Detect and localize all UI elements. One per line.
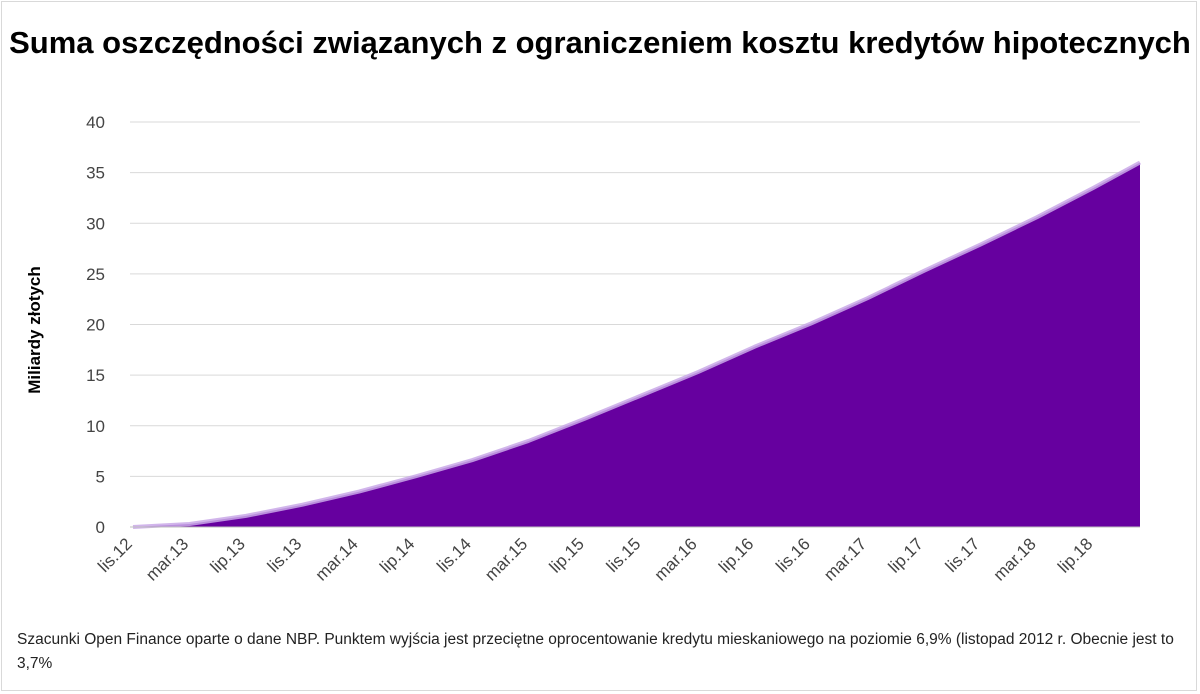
x-tick-label: mar.16: [651, 534, 701, 584]
y-tick-labels: 0 5 10 15 20 25 30 35 40: [86, 113, 105, 537]
x-tick-label: mar.17: [820, 534, 870, 584]
x-tick-label: mar.14: [312, 534, 362, 584]
y-tick-label: 40: [86, 113, 105, 132]
x-tick-label: lip.13: [207, 534, 249, 576]
x-tick-label: mar.13: [142, 534, 192, 584]
chart-title: Suma oszczędności związanych z ogranicze…: [9, 25, 1191, 60]
x-tick-label: mar.15: [481, 534, 531, 584]
series-area: [132, 160, 1141, 529]
x-tick-label: lip.17: [885, 534, 927, 576]
y-tick-label: 15: [86, 366, 105, 385]
y-tick-label: 5: [96, 467, 105, 486]
y-tick-label: 20: [86, 316, 105, 335]
x-tick-label: lis.16: [772, 534, 813, 575]
x-tick-label: lis.15: [603, 534, 644, 575]
x-tick-label: lip.15: [546, 534, 588, 576]
area-fill: [133, 162, 1140, 527]
x-tick-label: mar.18: [990, 534, 1040, 584]
source-footnote: Szacunki Open Finance oparte o dane NBP.…: [17, 631, 1174, 672]
y-tick-label: 0: [96, 518, 105, 537]
y-tick-label: 25: [86, 265, 105, 284]
x-tick-label: lis.14: [433, 534, 474, 575]
x-tick-label: lis.13: [264, 534, 305, 575]
x-tick-label: lip.18: [1054, 534, 1096, 576]
x-tick-label: lip.16: [715, 534, 757, 576]
x-tick-label: lip.14: [376, 534, 418, 576]
y-tick-label: 10: [86, 417, 105, 436]
x-tick-label: lis.17: [942, 534, 983, 575]
y-tick-label: 35: [86, 164, 105, 183]
x-tick-label: lis.12: [94, 534, 135, 575]
y-tick-label: 30: [86, 214, 105, 233]
x-tick-labels: lis.12 mar.13 lip.13 lis.13 mar.14 lip.14 lis.…: [94, 534, 1096, 584]
